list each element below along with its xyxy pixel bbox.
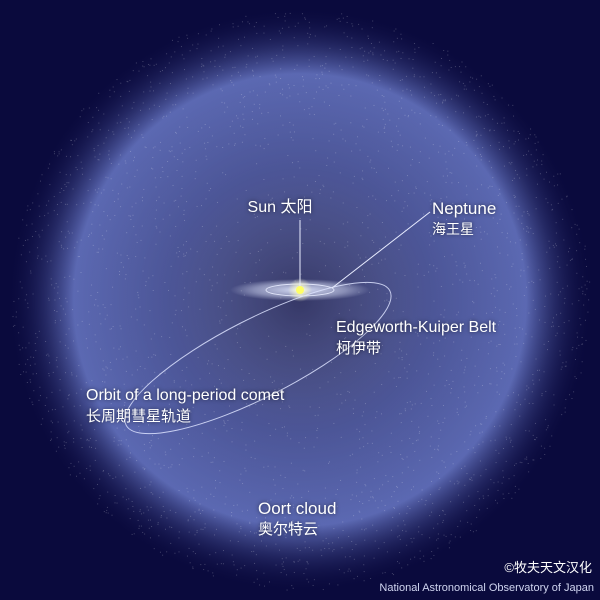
label-kuiper-en: Edgeworth-Kuiper Belt bbox=[336, 318, 496, 339]
diagram-stage: Sun 太阳 Neptune 海王星 Edgeworth-Kuiper Belt… bbox=[0, 0, 600, 600]
label-kuiper-zh: 柯伊带 bbox=[336, 339, 496, 359]
label-neptune-en: Neptune bbox=[432, 198, 496, 220]
credit-bottom: National Astronomical Observatory of Jap… bbox=[379, 582, 594, 594]
label-kuiper: Edgeworth-Kuiper Belt 柯伊带 bbox=[336, 318, 496, 358]
label-neptune: Neptune 海王星 bbox=[432, 198, 496, 238]
label-comet: Orbit of a long-period comet 长周期彗星轨道 bbox=[86, 386, 284, 426]
label-comet-zh: 长周期彗星轨道 bbox=[86, 407, 284, 427]
label-sun: Sun 太阳 bbox=[248, 198, 313, 219]
label-oort: Oort cloud 奥尔特云 bbox=[258, 498, 336, 540]
label-oort-en: Oort cloud bbox=[258, 498, 336, 520]
label-neptune-zh: 海王星 bbox=[432, 220, 496, 238]
label-oort-zh: 奥尔特云 bbox=[258, 520, 336, 540]
label-comet-en: Orbit of a long-period comet bbox=[86, 386, 284, 407]
credit-right: ©牧夫天文汉化 bbox=[504, 557, 592, 576]
label-sun-text: Sun 太阳 bbox=[248, 199, 313, 216]
